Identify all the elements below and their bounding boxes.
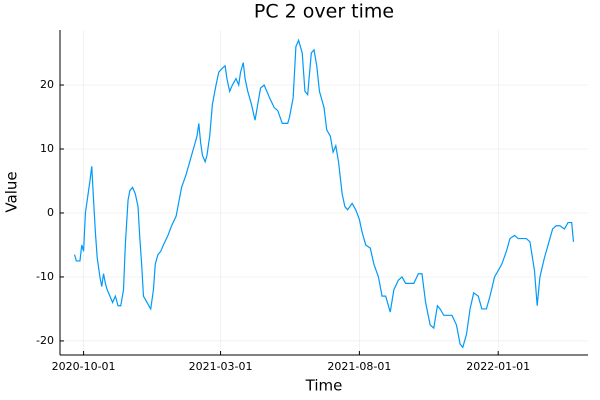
y-tick-label: 10: [40, 142, 54, 155]
y-tick-label: -20: [36, 334, 54, 347]
line-series: [73, 38, 575, 349]
y-tick-label: 0: [47, 206, 54, 219]
x-tick-label: 2022-01-01: [466, 360, 530, 373]
x-tick-label: 2021-08-01: [327, 360, 391, 373]
y-axis-label: Value: [3, 171, 21, 212]
y-tick-label: 20: [40, 78, 54, 91]
chart-title: PC 2 over time: [254, 1, 394, 23]
x-tick-label: 2020-10-01: [52, 360, 116, 373]
x-tick-label: 2021-03-01: [189, 360, 253, 373]
y-tick-label: -10: [36, 270, 54, 283]
x-axis-label: Time: [305, 377, 343, 395]
